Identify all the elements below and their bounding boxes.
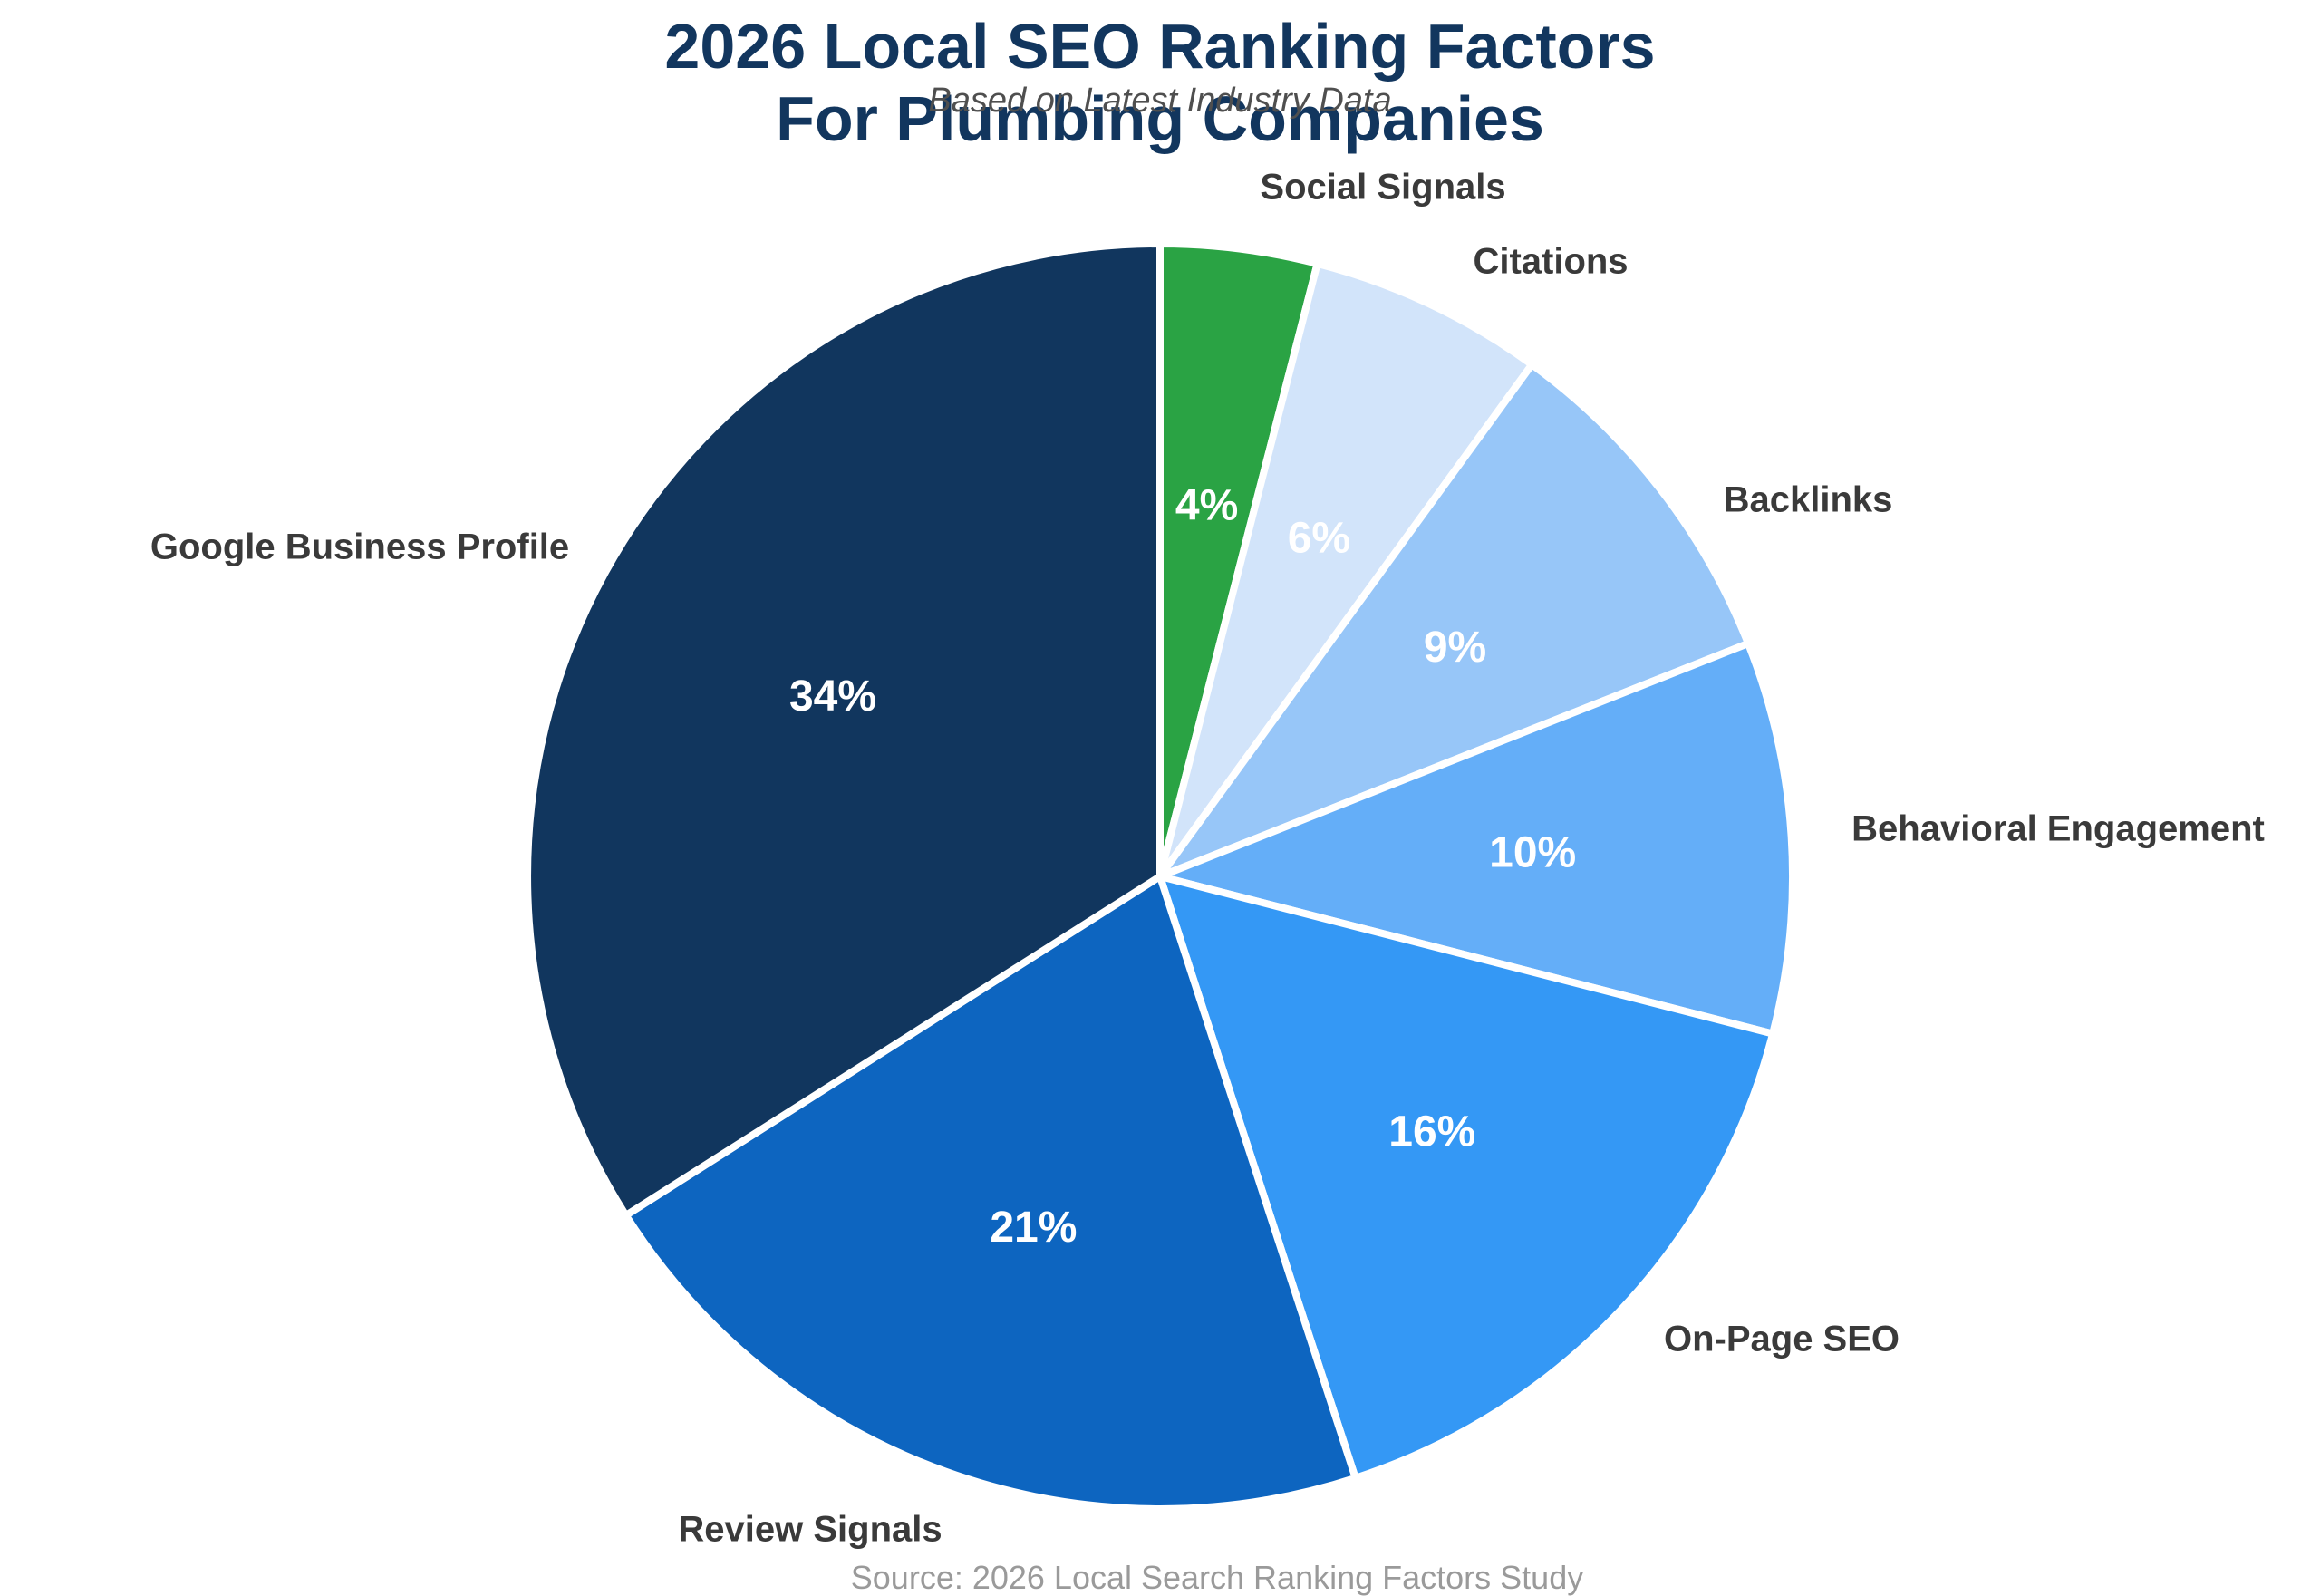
slice-label-review-signals: Review Signals (678, 1509, 942, 1550)
percent-label-citations: 6% (1288, 515, 1350, 563)
pie-slice-citations (1156, 259, 1536, 880)
chart-title-line1: 2026 Local SEO Ranking Factors (664, 11, 1656, 82)
pie-slice-backlinks (1156, 361, 1752, 880)
percent-label-behavioral-engagement: 10% (1489, 829, 1576, 877)
chart-title: 2026 Local SEO Ranking Factors For Plumb… (0, 11, 2320, 156)
percent-label-google-business-profile: 34% (789, 672, 876, 721)
percent-label-review-signals: 21% (990, 1204, 1077, 1252)
slice-label-on-page-seo: On-Page SEO (1663, 1319, 1900, 1359)
pie-slice-behavioral-engagement (1156, 640, 1797, 1038)
pie-slice-review-signals (622, 873, 1359, 1513)
slice-label-behavioral-engagement: Behavioral Engagement (1851, 808, 2265, 849)
chart-title-line2: For Plumbing Companies (776, 82, 1544, 154)
slice-label-citations: Citations (1473, 241, 1629, 282)
pie-slice-google-business-profile (524, 240, 1164, 1219)
slice-label-social-signals: Social Signals (1260, 167, 1506, 208)
slice-label-backlinks: Backlinks (1723, 479, 1893, 520)
pie-slice-on-page-seo (1156, 873, 1777, 1482)
percent-label-backlinks: 9% (1424, 624, 1486, 672)
percent-label-on-page-seo: 16% (1388, 1108, 1475, 1156)
chart-subtitle: Based on Latest Industry Data (928, 82, 1392, 120)
source-attribution: Source: 2026 Local Search Ranking Factor… (850, 1559, 1584, 1596)
slice-label-google-business-profile: Google Business Profile (150, 527, 570, 567)
percent-label-social-signals: 4% (1175, 482, 1238, 530)
